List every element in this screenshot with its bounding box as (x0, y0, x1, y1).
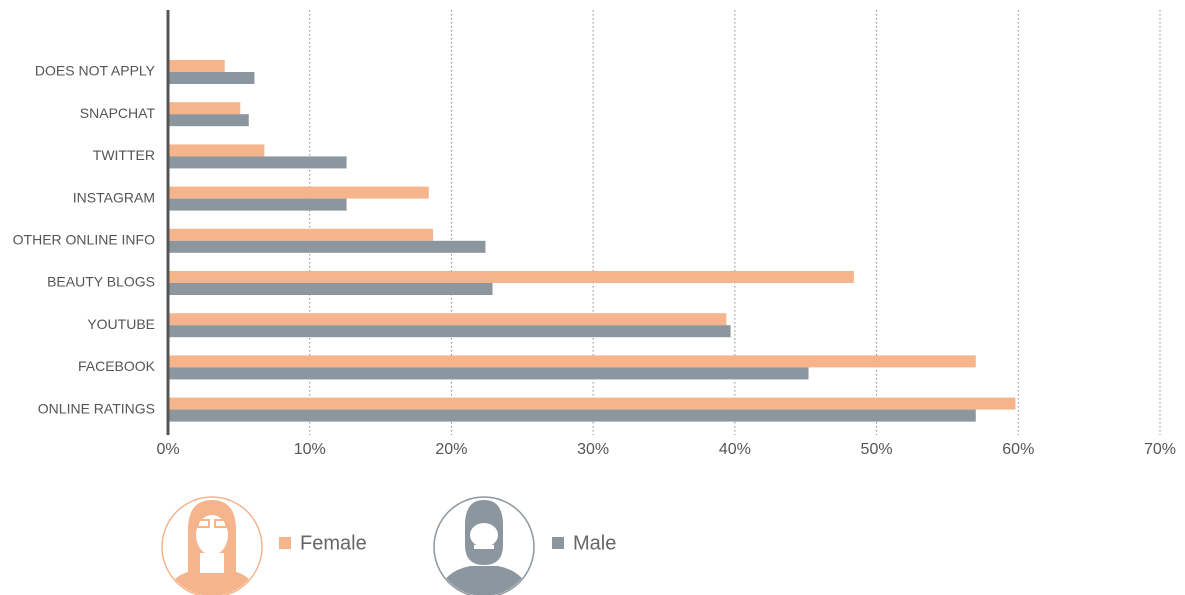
x-tick-label: 70% (1144, 441, 1176, 458)
bar (168, 102, 240, 114)
bar (168, 325, 731, 337)
y-tick-label: ONLINE RATINGS (38, 400, 155, 416)
y-tick-label: INSTAGRAM (73, 189, 155, 205)
female-icon (162, 497, 262, 595)
y-tick-label: YOUTUBE (87, 316, 155, 332)
bar (168, 187, 429, 199)
bar (168, 283, 493, 295)
bar (168, 199, 347, 211)
x-tick-label: 30% (577, 441, 609, 458)
bar (168, 410, 976, 422)
y-tick-label: FACEBOOK (78, 358, 156, 374)
legend-swatch (279, 537, 291, 549)
legend-label: Female (300, 532, 367, 554)
y-tick-label: DOES NOT APPLY (35, 63, 156, 79)
y-tick-label: SNAPCHAT (80, 105, 156, 121)
bar (168, 144, 264, 156)
bar (168, 367, 809, 379)
y-tick-label: OTHER ONLINE INFO (13, 232, 155, 248)
x-tick-label: 10% (294, 441, 326, 458)
bar (168, 398, 1015, 410)
male-icon (434, 497, 534, 595)
x-tick-label: 60% (1002, 441, 1034, 458)
legend-label: Male (573, 532, 616, 554)
bar (168, 271, 854, 283)
bar (168, 241, 485, 253)
x-tick-label: 20% (435, 441, 467, 458)
bar (168, 156, 347, 168)
legend-swatch (552, 537, 564, 549)
x-tick-label: 0% (156, 441, 179, 458)
bar (168, 72, 254, 84)
bar (168, 355, 976, 367)
x-tick-label: 50% (861, 441, 893, 458)
bar (168, 60, 225, 72)
page: {"chart_data": {"type": "bar", "orientat… (0, 0, 1185, 595)
x-tick-label: 40% (719, 441, 751, 458)
y-tick-label: TWITTER (93, 147, 155, 163)
y-tick-label: BEAUTY BLOGS (47, 274, 155, 290)
chart: 0% 10% 20% 30% 40% 50% 60% 70% DOES NOT APPLY SNA… (0, 0, 1185, 595)
bar (168, 313, 726, 325)
bar (168, 114, 249, 126)
bar (168, 229, 433, 241)
